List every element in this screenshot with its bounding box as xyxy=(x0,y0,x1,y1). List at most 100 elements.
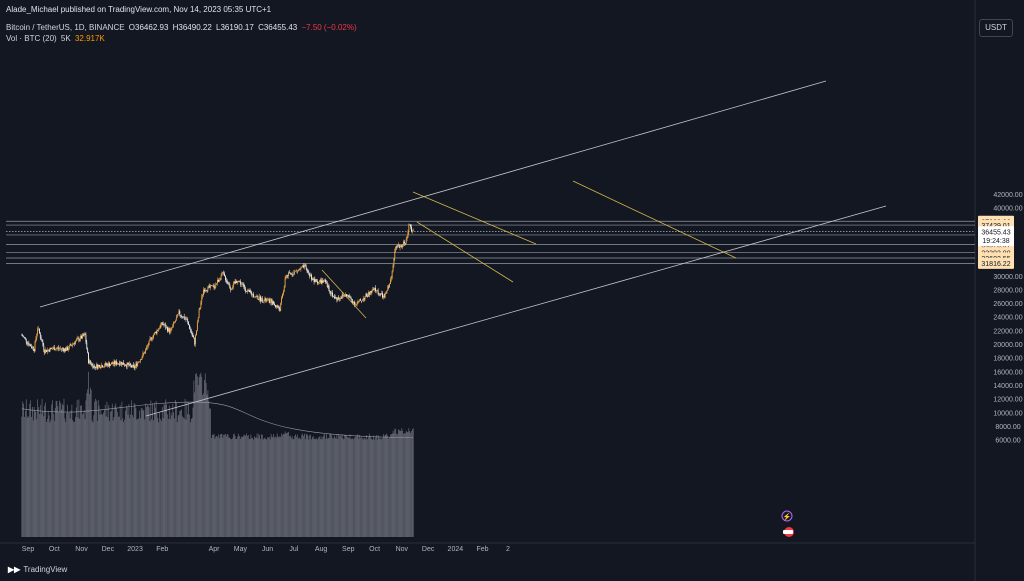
volume-bar xyxy=(195,374,196,537)
volume-bar xyxy=(198,377,200,537)
candle-body xyxy=(325,282,327,283)
volume-bar xyxy=(319,438,321,537)
volume-bar xyxy=(185,419,187,537)
volume-bar xyxy=(254,437,256,537)
volume-bar xyxy=(226,434,228,537)
volume-bar xyxy=(363,438,365,537)
volume-bar xyxy=(47,410,49,537)
candle-body xyxy=(325,279,326,283)
volume-bar xyxy=(268,437,269,537)
trendlines xyxy=(39,80,887,417)
volume-bar xyxy=(169,419,171,537)
volume-bar xyxy=(232,438,233,537)
candle-body xyxy=(78,338,80,341)
candle-body xyxy=(40,337,42,341)
candle-body xyxy=(313,278,315,282)
price-tick-label: 30000.00 xyxy=(993,274,1022,281)
volume-bar xyxy=(125,405,127,537)
volume-bar xyxy=(302,433,304,537)
candle-body xyxy=(229,284,231,288)
volume-bar xyxy=(239,436,240,537)
volume-bar xyxy=(367,439,368,537)
volume-bar xyxy=(24,416,25,537)
volume-bar xyxy=(56,401,58,537)
volume-legend[interactable]: Vol · BTC (20) 5K 32.917K xyxy=(6,34,107,43)
volume-bar xyxy=(380,438,382,537)
candle-body xyxy=(262,302,264,303)
candle-body xyxy=(58,347,60,349)
volume-bar xyxy=(411,431,412,537)
candle-body xyxy=(383,295,385,297)
candle-body xyxy=(114,361,116,365)
candle-body xyxy=(144,352,146,354)
volume-bar xyxy=(176,422,178,537)
volume-bar xyxy=(272,437,274,537)
volume-bar xyxy=(261,434,263,537)
volume-bar xyxy=(362,439,364,537)
volume-bar xyxy=(189,414,190,537)
volume-bar xyxy=(334,437,336,537)
time-tick-label: Dec xyxy=(102,546,115,553)
candle-body xyxy=(249,290,251,293)
candle-body xyxy=(283,286,285,292)
volume-bar xyxy=(384,434,386,537)
volume-bar xyxy=(203,393,204,537)
candle-body xyxy=(282,291,284,295)
volume-bar xyxy=(46,419,48,537)
candle-body xyxy=(289,272,290,274)
candle-body xyxy=(301,267,303,268)
candle-body xyxy=(191,333,193,336)
volume-bar xyxy=(77,417,79,537)
candle-body xyxy=(168,328,170,333)
volume-bar xyxy=(125,410,126,537)
volume-bar xyxy=(206,394,208,537)
candle-body xyxy=(105,362,107,365)
candle-body xyxy=(227,282,229,285)
candle-body xyxy=(165,324,167,329)
volume-bar xyxy=(337,439,339,537)
tradingview-logo[interactable]: ▶▶ TradingView xyxy=(8,565,67,574)
volume-bar xyxy=(159,412,160,537)
volume-bar xyxy=(359,435,361,537)
candle-body xyxy=(367,295,368,297)
candle-body xyxy=(57,347,59,349)
candle-body xyxy=(368,292,370,295)
volume-bar xyxy=(61,403,63,537)
candle-body xyxy=(218,279,219,282)
volume-bar xyxy=(304,433,305,537)
volume-bar xyxy=(204,373,206,537)
candle-body xyxy=(410,224,411,227)
candle-body xyxy=(173,322,175,326)
candle-body xyxy=(300,267,302,270)
volume-bar xyxy=(360,437,361,537)
volume-bar xyxy=(31,416,32,537)
price-tick-label: 22000.00 xyxy=(993,328,1022,335)
time-tick-label: May xyxy=(234,546,248,553)
candle-body xyxy=(63,349,65,352)
volume-bar xyxy=(57,406,59,537)
candle-body xyxy=(389,284,390,288)
symbol-legend[interactable]: Bitcoin / TetherUS, 1D, BINANCE O36462.9… xyxy=(6,23,359,32)
candle-body xyxy=(127,362,129,365)
volume-bar xyxy=(98,405,100,537)
candle-body xyxy=(66,347,68,351)
candle-body xyxy=(128,364,130,366)
volume-bar xyxy=(410,432,411,537)
volume-bar xyxy=(365,439,367,537)
candle-body xyxy=(201,296,203,303)
candle-body xyxy=(43,345,45,350)
candle-body xyxy=(222,272,224,274)
candle-body xyxy=(168,328,169,332)
candle-body xyxy=(359,299,361,301)
candle-body xyxy=(330,292,332,294)
volume-bar xyxy=(209,408,210,537)
candle-body xyxy=(337,297,339,301)
candle-body xyxy=(206,290,208,292)
volume-bar xyxy=(396,433,397,537)
volume-bar xyxy=(89,393,90,537)
volume-bar xyxy=(86,393,88,537)
candle-body xyxy=(24,337,26,339)
volume-bar xyxy=(304,439,306,537)
currency-button[interactable]: USDT xyxy=(979,19,1013,37)
